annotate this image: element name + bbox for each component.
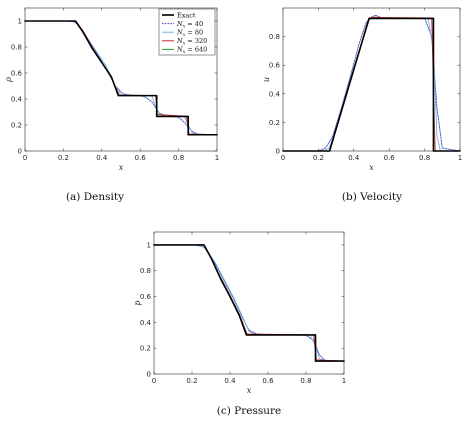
x-tick-label: 0.8	[419, 154, 430, 162]
panel-caption: (a) Density	[66, 191, 124, 203]
panel-caption: (c) Pressure	[217, 405, 281, 417]
x-tick-label: 0.4	[348, 154, 360, 162]
x-tick-label: 0.2	[58, 154, 69, 162]
y-tick-label: 0.6	[140, 293, 152, 301]
y-tick-label: 0.8	[140, 267, 151, 275]
x-tick-label: 0	[281, 154, 285, 162]
x-tick-label: 0.6	[384, 154, 396, 162]
y-tick-label: 0.4	[269, 90, 281, 98]
y-tick-label: 0.4	[140, 319, 152, 327]
y-axis-label: u	[262, 77, 271, 82]
x-tick-label: 0.2	[186, 377, 197, 385]
legend-label: Nx = 320	[176, 37, 207, 47]
x-axis-label: x	[369, 163, 374, 172]
y-tick-label: 0	[18, 148, 22, 156]
legend-label: Exact	[177, 11, 196, 19]
y-tick-label: 0.2	[11, 122, 22, 130]
x-tick-label: 0.4	[224, 377, 236, 385]
plot-area	[153, 231, 345, 375]
series-line-exact	[153, 244, 345, 362]
y-tick-label: 0	[276, 148, 280, 156]
y-tick-label: 0.8	[11, 44, 22, 52]
x-tick-label: 1	[458, 154, 462, 162]
legend-label: Nx = 80	[176, 29, 203, 39]
y-tick-label: 0.2	[269, 119, 280, 127]
series-line-exact	[24, 20, 218, 136]
x-axis-label: x	[247, 386, 252, 395]
legend-label: Nx = 40	[176, 20, 203, 30]
x-tick-label: 0	[23, 154, 27, 162]
x-tick-label: 1	[342, 377, 346, 385]
y-tick-label: 1	[18, 18, 22, 26]
x-tick-label: 0	[152, 377, 156, 385]
y-tick-label: 0.4	[11, 96, 23, 104]
y-tick-label: 0.2	[140, 345, 151, 353]
y-tick-label: 0.6	[11, 70, 23, 78]
y-tick-label: 0.8	[269, 33, 280, 41]
chart-panel-3: 0 0.2 0.4 0.6 0.8 1 0 0.2 0.4 0.6 0.8 1 x p (c) Pressu…	[133, 231, 346, 417]
legend-label: Nx = 640	[176, 46, 207, 56]
chart-panel-2: 0 0.2 0.4 0.6 0.8 1 0 0.2 0.4 0.6 0.8 x u (b) Velocit…	[262, 7, 462, 203]
chart-panel-1: 0 0.2 0.4 0.6 0.8 1 0 0.2 0.4 0.6 0.8 1 x ρ (a) Densit…	[4, 7, 219, 203]
x-tick-label: 1	[215, 154, 219, 162]
y-tick-label: 0	[147, 371, 151, 379]
x-tick-label: 0.6	[135, 154, 147, 162]
y-tick-label: 0.6	[269, 62, 281, 70]
x-tick-label: 0.2	[313, 154, 324, 162]
y-tick-label: 1	[147, 241, 151, 249]
y-axis-label: p	[133, 300, 142, 305]
series-line-exact	[282, 17, 461, 152]
x-tick-label: 0.8	[300, 377, 311, 385]
x-tick-label: 0.4	[96, 154, 108, 162]
x-tick-label: 0.8	[173, 154, 184, 162]
panel-caption: (b) Velocity	[342, 191, 402, 203]
x-axis-label: x	[119, 163, 124, 172]
x-tick-label: 0.6	[262, 377, 274, 385]
y-axis-label: ρ	[4, 77, 13, 83]
